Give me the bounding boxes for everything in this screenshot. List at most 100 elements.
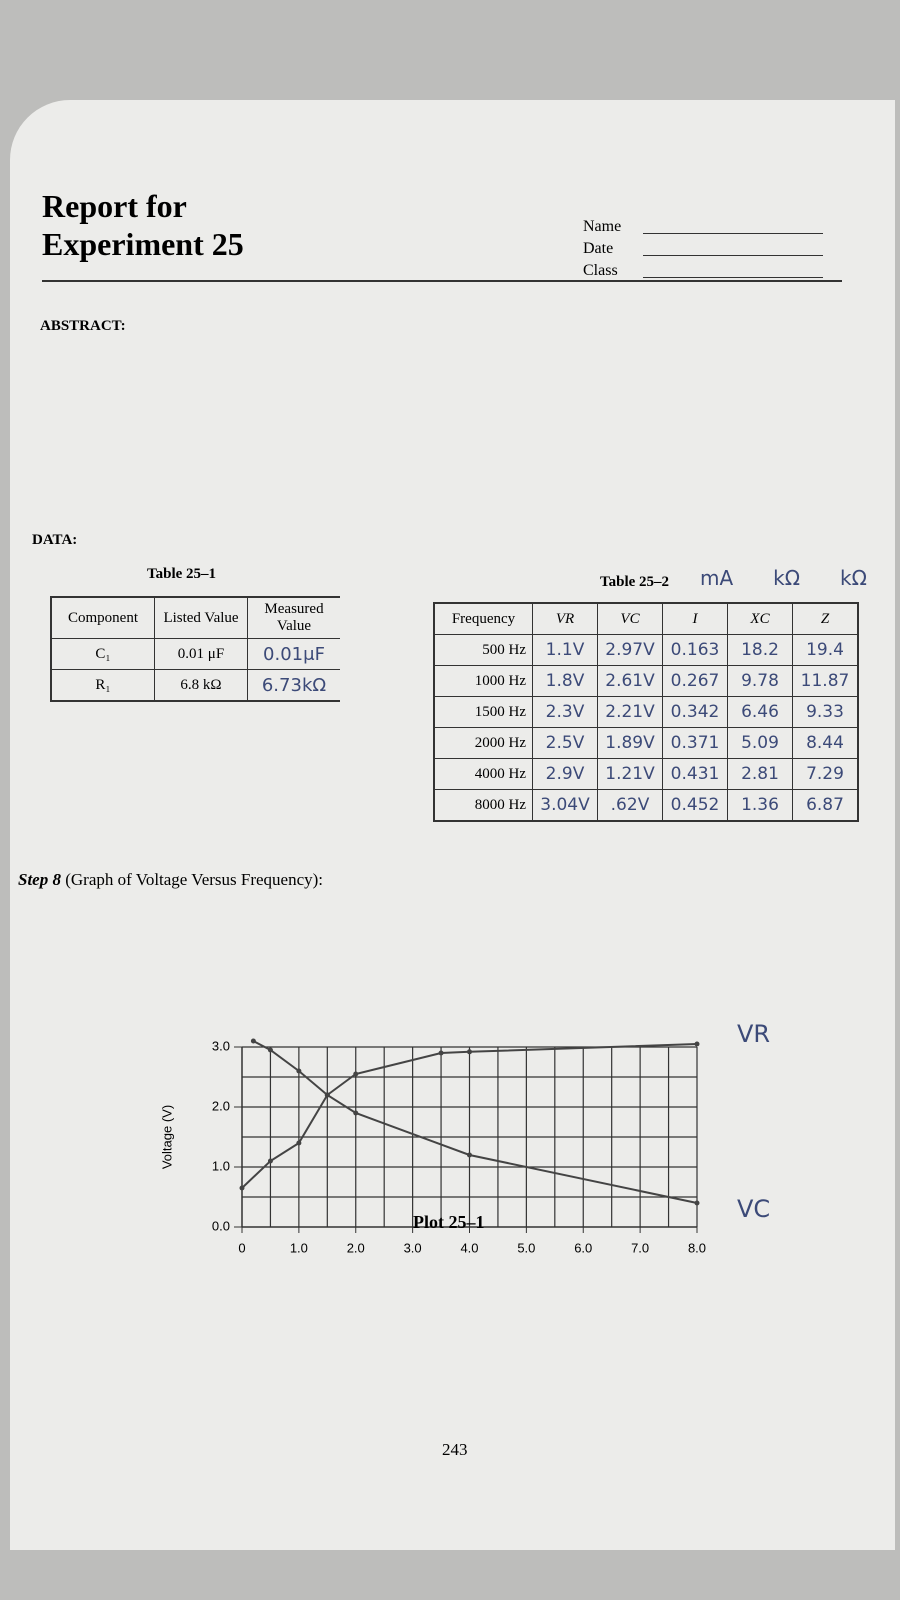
cell: 500 Hz (433, 634, 533, 666)
units: mA kΩ kΩ (700, 566, 900, 590)
x-tick-label: 0 (238, 1240, 245, 1255)
point (250, 1038, 256, 1044)
cell: 2.61V (597, 665, 663, 697)
x-tick-label: 4.0 (460, 1240, 478, 1255)
cell: 2.21V (597, 696, 663, 728)
point (353, 1071, 359, 1077)
cell: 1500 Hz (433, 696, 533, 728)
row: 500 Hz 1.1V 2.97V 0.163 18.2 19.4 (433, 634, 859, 666)
cell: 0.342 (662, 696, 728, 728)
cell: 4000 Hz (433, 758, 533, 790)
cell: 0.452 (662, 789, 728, 822)
abstract-label: ABSTRACT: (40, 318, 126, 334)
row: 1000 Hz 1.8V 2.61V 0.267 9.78 11.87 (433, 665, 859, 697)
table-title: Table 25–2 (600, 574, 670, 590)
x-tick-label: 8.0 (688, 1240, 706, 1255)
cell: R₁ (51, 669, 155, 702)
cell: 1.1V (532, 634, 598, 666)
y-tick-label: 0.0 (212, 1218, 230, 1233)
x-tick-label: 1.0 (290, 1240, 308, 1255)
x-tick-label: 7.0 (631, 1240, 649, 1255)
cell: 1.8V (532, 665, 598, 697)
field: Class (583, 260, 823, 282)
cell: 6.87 (792, 789, 859, 822)
plot-title: Plot 25–1 (413, 1212, 485, 1232)
cell: 1.36 (727, 789, 793, 822)
y-axis-label: Voltage (V) (159, 1105, 174, 1169)
cell: C₁ (51, 638, 155, 670)
y-tick-label: 3.0 (212, 1038, 230, 1053)
cell: 2.5V (532, 727, 598, 759)
cell: 7.29 (792, 758, 859, 790)
cell: 18.2 (727, 634, 793, 666)
series-label: VR (737, 1020, 770, 1048)
cell: 1.21V (597, 758, 663, 790)
cell: 2.9V (532, 758, 598, 790)
x-tick-label: 5.0 (517, 1240, 535, 1255)
row: 4000 Hz 2.9V 1.21V 0.431 2.81 7.29 (433, 758, 859, 790)
row: 2000 Hz 2.5V 1.89V 0.371 5.09 8.44 (433, 727, 859, 759)
point (239, 1185, 245, 1191)
header-cell: I (662, 602, 728, 635)
table: Component Listed Value Measured Value C₁ 0.0… (50, 596, 340, 702)
cell: 2000 Hz (433, 727, 533, 759)
unit: mA (700, 566, 734, 590)
plot: 0 1.0 2.0 3.0 4.0 5.0 6.0 7.0 8.0 0.0 1.0 2.0 3.0 Vol… (159, 1020, 770, 1255)
point (324, 1092, 330, 1098)
y-tick-label: 2.0 (212, 1098, 230, 1113)
title: Experiment 25 (42, 226, 244, 262)
cell: 6.73kΩ (247, 669, 340, 702)
header-row: Component Listed Value Measured Value (51, 596, 340, 639)
cell: 0.267 (662, 665, 728, 697)
row: 1500 Hz 2.3V 2.21V 0.342 6.46 9.33 (433, 696, 859, 728)
cell: .62V (597, 789, 663, 822)
page-number: 243 (442, 1440, 468, 1459)
cell: 11.87 (792, 665, 859, 697)
step-text: (Graph of Voltage Versus Frequency): (65, 870, 324, 889)
page: Report for Experiment 25 Name Date Class A… (10, 100, 895, 1550)
table: Frequency VR VC I XC Z 500 Hz 1.1V 2.97V 0.163 18.… (433, 602, 859, 822)
header-cell: Component (51, 596, 155, 639)
cell: 2.81 (727, 758, 793, 790)
fields: Name Date Class (583, 216, 823, 282)
series-line (241, 1043, 698, 1189)
step: Step 8 (Graph of Voltage Versus Frequenc… (18, 870, 323, 890)
point (694, 1200, 700, 1206)
cell: 3.04V (532, 789, 598, 822)
row: 8000 Hz 3.04V .62V 0.452 1.36 6.87 (433, 789, 859, 822)
x-tick-label: 3.0 (404, 1240, 422, 1255)
cell: 8000 Hz (433, 789, 533, 822)
step-label: Step 8 (18, 870, 61, 889)
header-cell: Frequency (433, 602, 533, 635)
field-line (643, 255, 823, 256)
unit: kΩ (840, 566, 867, 590)
cell: 1000 Hz (433, 665, 533, 697)
cell: 1.89V (597, 727, 663, 759)
cell: 0.163 (662, 634, 728, 666)
point (467, 1049, 472, 1055)
cell: 0.01μF (247, 638, 340, 670)
cell: 8.44 (792, 727, 859, 759)
field-label: Name (583, 218, 622, 235)
cell: 9.33 (792, 696, 859, 728)
cell: 0.371 (662, 727, 728, 759)
cell: 19.4 (792, 634, 859, 666)
point (267, 1158, 273, 1164)
field-line (643, 233, 823, 234)
header-cell: Listed Value (154, 596, 248, 639)
unit: kΩ (773, 566, 801, 590)
cell: 2.3V (532, 696, 598, 728)
cell: 2.97V (597, 634, 663, 666)
point (438, 1050, 444, 1056)
field: Name (583, 216, 823, 238)
header-cell: Measured Value (247, 596, 340, 639)
cell: 0.01 μF (154, 638, 248, 670)
x-tick-label: 6.0 (574, 1240, 592, 1255)
x-tick-label: 2.0 (347, 1240, 365, 1255)
row: R₁ 6.8 kΩ 6.73kΩ (51, 669, 340, 702)
data-label: DATA: (32, 532, 78, 548)
series-label: VC (737, 1195, 770, 1223)
point (467, 1152, 472, 1158)
point (296, 1068, 302, 1074)
table-title: Table 25–1 (147, 566, 217, 582)
